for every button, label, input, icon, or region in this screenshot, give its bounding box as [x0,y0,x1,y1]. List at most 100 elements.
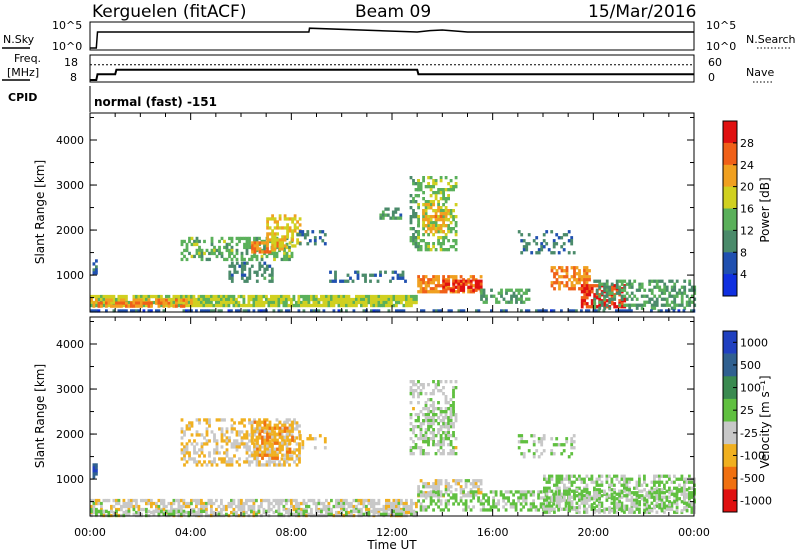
heatmap-cell [243,273,247,277]
heatmap-cell [479,275,483,279]
heatmap-cell [177,300,181,305]
heatmap-cell [620,294,624,298]
heatmap-cell [608,291,612,295]
heatmap-cell [205,442,209,446]
heatmap-cell [250,507,253,512]
heatmap-cell [645,504,649,508]
heatmap-cell [432,215,435,219]
heatmap-cell [429,490,433,494]
heatmap-cell [442,431,445,435]
heatmap-cell [325,509,328,513]
heatmap-cell [190,510,193,515]
heatmap-cell [605,279,609,283]
heatmap-cell [680,294,684,298]
heatmap-cell [261,450,264,454]
heatmap-cell [350,504,353,509]
heatmap-cell [395,504,398,509]
heatmap-cell [474,285,478,289]
heatmap-cell [434,452,438,456]
heatmap-cell [268,432,272,436]
heatmap-cell [260,303,263,308]
heatmap-cell [447,416,450,420]
heatmap-cell [142,507,146,512]
heatmap-cell [495,297,498,301]
heatmap-cell [217,297,221,302]
heatmap-cell [135,510,138,515]
heatmap-cell [253,420,257,424]
heatmap-cell [653,285,657,289]
heatmap-cell [263,447,267,451]
heatmap-cell [120,309,123,313]
heatmap-cell [262,309,266,313]
heatmap-cell [598,494,601,498]
heatmap-cell [311,437,315,441]
heatmap-cell [245,448,249,452]
heatmap-cell [422,275,425,279]
heatmap-cell [117,297,121,302]
heatmap-cell [414,230,418,234]
heatmap-cell [595,494,599,498]
heatmap-cell [567,455,571,459]
heatmap-cell [600,483,604,487]
heatmap-cell [222,504,226,509]
heatmap-cell [558,489,561,493]
heatmap-cell [665,297,669,301]
heatmap-cell [598,483,601,487]
heatmap-cell [140,304,143,308]
heatmap-cell [335,510,338,515]
heatmap-cell [580,284,584,288]
heatmap-cell [602,309,606,313]
heatmap-cell [315,297,318,302]
heatmap-cell [235,242,239,247]
heatmap-cell [237,300,241,305]
heatmap-cell [437,449,440,453]
heatmap-cell [205,248,209,253]
heatmap-cell [572,251,576,255]
heatmap-cell [475,309,478,313]
heatmap-cell [535,242,539,246]
heatmap-cell [680,285,684,289]
heatmap-cell [630,509,634,513]
heatmap-cell [422,309,426,313]
heatmap-cell [277,501,281,506]
heatmap-cell [615,497,619,501]
heatmap-cell [377,501,381,506]
heatmap-cell [575,488,579,492]
heatmap-cell [663,291,667,295]
heatmap-cell [122,298,126,302]
heatmap-cell [292,303,296,308]
heatmap-cell [230,427,234,431]
heatmap-cell [402,507,406,512]
heatmap-cell [452,449,455,453]
heatmap-cell [225,297,228,302]
heatmap-cell [427,440,430,444]
heatmap-cell [288,217,292,221]
heatmap-cell [410,507,413,512]
heatmap-cell [399,216,403,220]
heatmap-cell [560,474,564,478]
heatmap-cell [495,300,498,304]
heatmap-cell [474,288,478,292]
heatmap-cell [575,278,579,282]
heatmap-cell [562,248,566,252]
heatmap-cell [635,498,639,502]
heatmap-cell [457,309,461,313]
heatmap-cell [278,460,281,464]
heatmap-cell [335,300,338,305]
heatmap-cell [243,236,246,241]
heatmap-cell [258,432,262,436]
heatmap-cell [225,257,229,262]
heatmap-cell [167,509,171,513]
heatmap-cell [537,440,541,444]
heatmap-cell [157,298,161,302]
heatmap-cell [182,309,186,313]
heatmap-cell [442,279,446,283]
heatmap-cell [125,501,128,506]
heatmap-cell [519,502,523,506]
heatmap-cell [429,227,433,231]
heatmap-cell [225,451,229,455]
heatmap-cell [325,498,328,503]
heatmap-cell [202,297,206,302]
heatmap-cell [266,447,269,451]
heatmap-cell [295,421,299,425]
